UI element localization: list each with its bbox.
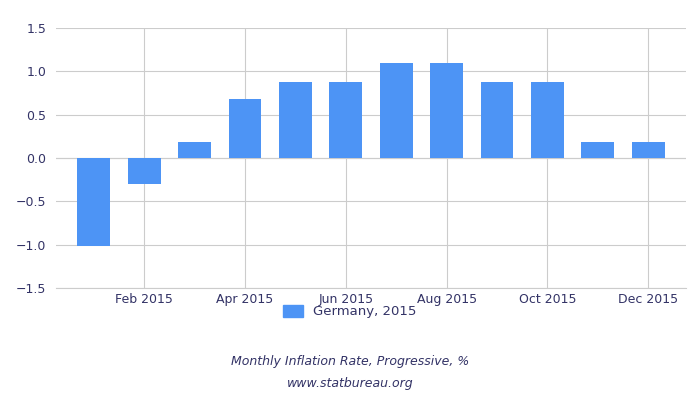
Bar xyxy=(330,82,362,158)
Bar xyxy=(582,142,614,158)
Bar xyxy=(178,142,211,158)
Bar xyxy=(229,99,261,158)
Bar xyxy=(632,142,664,158)
Bar xyxy=(128,158,160,184)
Bar xyxy=(531,82,564,158)
Legend: Germany, 2015: Germany, 2015 xyxy=(278,300,422,324)
Text: Monthly Inflation Rate, Progressive, %: Monthly Inflation Rate, Progressive, % xyxy=(231,356,469,368)
Bar xyxy=(78,158,110,246)
Text: www.statbureau.org: www.statbureau.org xyxy=(287,378,413,390)
Bar xyxy=(279,82,312,158)
Bar xyxy=(380,63,412,158)
Bar xyxy=(481,82,513,158)
Bar xyxy=(430,63,463,158)
